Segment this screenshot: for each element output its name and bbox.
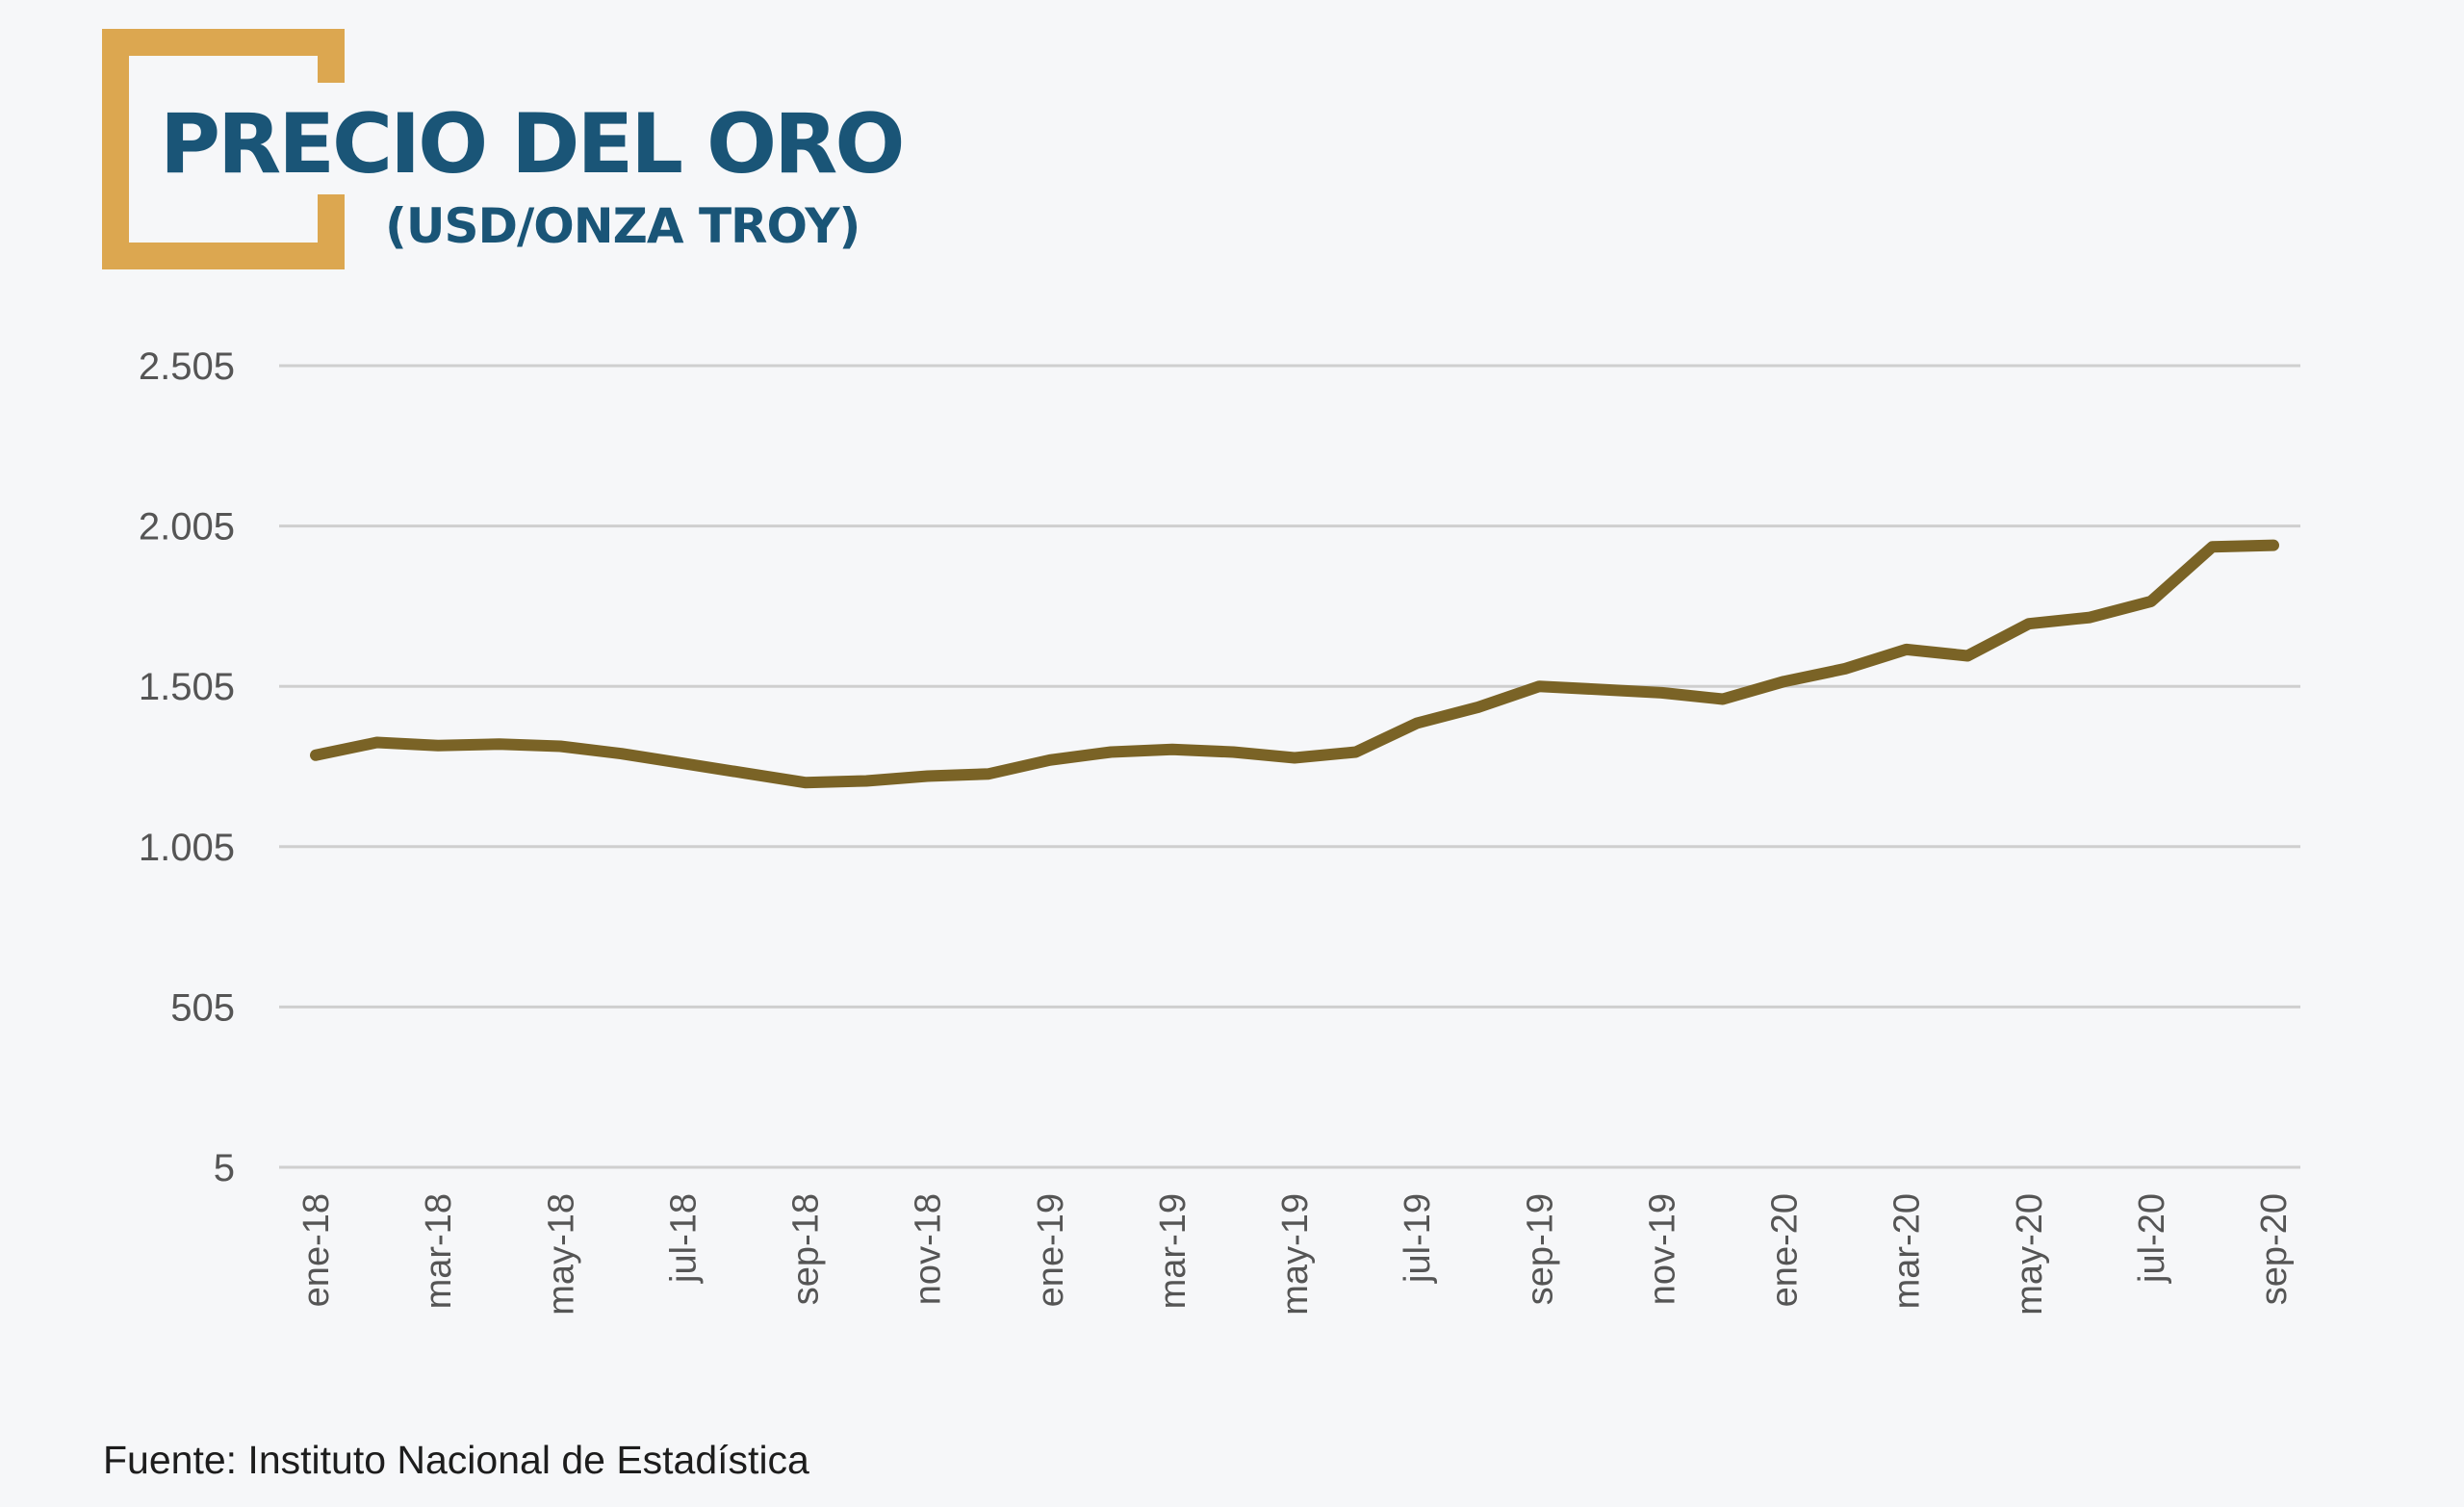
x-tick-label: may-20 (2010, 1193, 2050, 1315)
x-tick-label: may-19 (1275, 1193, 1316, 1315)
x-tick-label: jul-20 (2132, 1193, 2172, 1284)
x-tick-label: sep-19 (1520, 1193, 1560, 1305)
x-tick-label: mar-19 (1153, 1193, 1194, 1309)
x-tick-label: ene-19 (1031, 1193, 1071, 1307)
chart-title: PRECIO DEL ORO (160, 96, 905, 192)
y-tick-label: 1.505 (139, 666, 235, 708)
y-tick-label: 5 (214, 1147, 235, 1189)
x-tick-label: sep-18 (786, 1193, 827, 1305)
x-tick-label: ene-18 (296, 1193, 337, 1307)
x-tick-label: ene-20 (1765, 1193, 1806, 1307)
x-tick-label: nov-18 (909, 1193, 949, 1305)
x-tick-label: mar-18 (419, 1193, 459, 1309)
y-tick-label: 505 (170, 986, 235, 1029)
grid-lines (279, 364, 2300, 1169)
y-tick-label: 2.005 (139, 506, 235, 549)
chart-subtitle: (USD/ONZA TROY) (385, 198, 860, 254)
x-axis-ticks: ene-18 mar-18 may-18 jul-18 sep-18 nov-18 ene-… (296, 1193, 2295, 1315)
y-tick-label: 1.005 (139, 827, 235, 869)
series-line-0 (310, 539, 2279, 789)
x-tick-label: mar-20 (1887, 1193, 1928, 1309)
y-tick-label: 2.505 (139, 345, 235, 388)
x-tick-label: may-18 (541, 1193, 581, 1315)
source-note: Fuente: Instituto Nacional de Estadístic… (103, 1438, 809, 1482)
x-tick-label: nov-19 (1642, 1193, 1682, 1305)
y-axis-ticks: 2.505 2.005 1.505 1.005 505 5 (139, 345, 235, 1189)
series-layer (310, 539, 2279, 789)
x-tick-label: jul-18 (663, 1193, 704, 1284)
x-tick-label: jul-19 (1398, 1193, 1438, 1284)
title-frame-gap (318, 83, 356, 194)
x-tick-label: sep-20 (2254, 1193, 2295, 1305)
